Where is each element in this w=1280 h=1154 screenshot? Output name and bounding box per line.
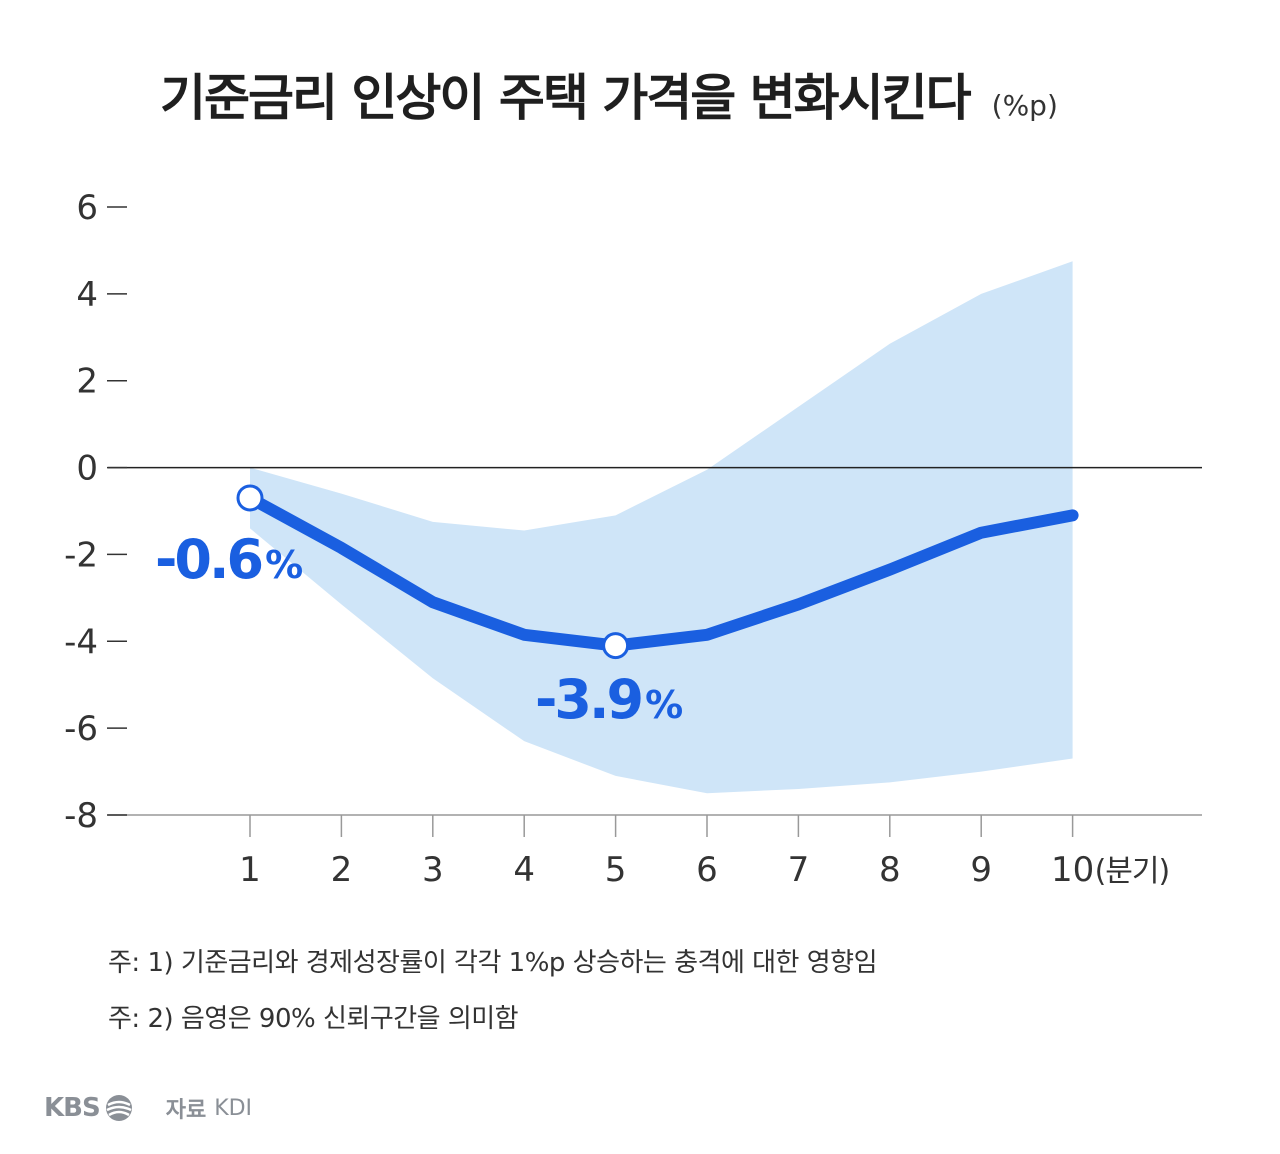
x-tick-label: 6: [696, 850, 718, 890]
chart-title: 기준금리 인상이 주택 가격을 변화시킨다: [160, 69, 972, 127]
y-tick-label: 0: [76, 449, 98, 489]
series-line: [244, 491, 1079, 652]
annotation-value: -3.9: [535, 668, 641, 731]
x-tick-label: 3: [422, 850, 444, 890]
annotation-suffix: %: [645, 683, 682, 727]
source-label: 자료: [165, 1098, 207, 1123]
x-tick-label: 8: [879, 850, 901, 890]
chart-unit: (%p): [991, 89, 1058, 122]
x-tick-label: 7: [788, 850, 810, 890]
annotation-label: -0.6%: [155, 528, 302, 591]
x-tick-label: 10: [1051, 850, 1094, 890]
y-tick-label: 6: [76, 188, 98, 228]
y-tick-label: 4: [76, 275, 98, 315]
y-tick-label: 2: [76, 362, 98, 402]
footnote-2: 주: 2) 음영은 90% 신뢰구간을 의미함: [108, 1004, 519, 1034]
annotation-value: -0.6: [155, 528, 261, 591]
kbs-logo: KBS: [44, 1093, 134, 1123]
footer: KBS 자료 KDI: [44, 1092, 252, 1124]
y-tick-label: -6: [64, 709, 98, 749]
chart-title-row: 기준금리 인상이 주택 가격을 변화시킨다 (%p): [160, 58, 1058, 130]
annotation-label: -3.9%: [535, 668, 682, 731]
footnote-1: 주: 1) 기준금리와 경제성장률이 각각 1%p 상승하는 충격에 대한 영향…: [108, 948, 878, 978]
y-tick-label: -4: [64, 622, 98, 662]
x-tick-label: 4: [513, 850, 535, 890]
kbs-emblem-icon: [105, 1095, 132, 1121]
annotation-suffix: %: [265, 543, 302, 587]
y-tick-label: -8: [64, 796, 98, 836]
source-value: KDI: [214, 1095, 253, 1121]
x-tick-label: 1: [239, 850, 261, 890]
x-unit-label: (분기): [1095, 854, 1170, 889]
kbs-logo-text: KBS: [44, 1093, 101, 1123]
x-tick-label: 2: [331, 850, 353, 890]
x-tick-label: 9: [970, 850, 992, 890]
x-tick-label: 5: [605, 850, 627, 890]
confidence-band: [250, 261, 1073, 794]
annotation-marker: [602, 632, 630, 660]
annotation-marker: [236, 484, 264, 512]
y-tick-label: -2: [64, 535, 98, 575]
